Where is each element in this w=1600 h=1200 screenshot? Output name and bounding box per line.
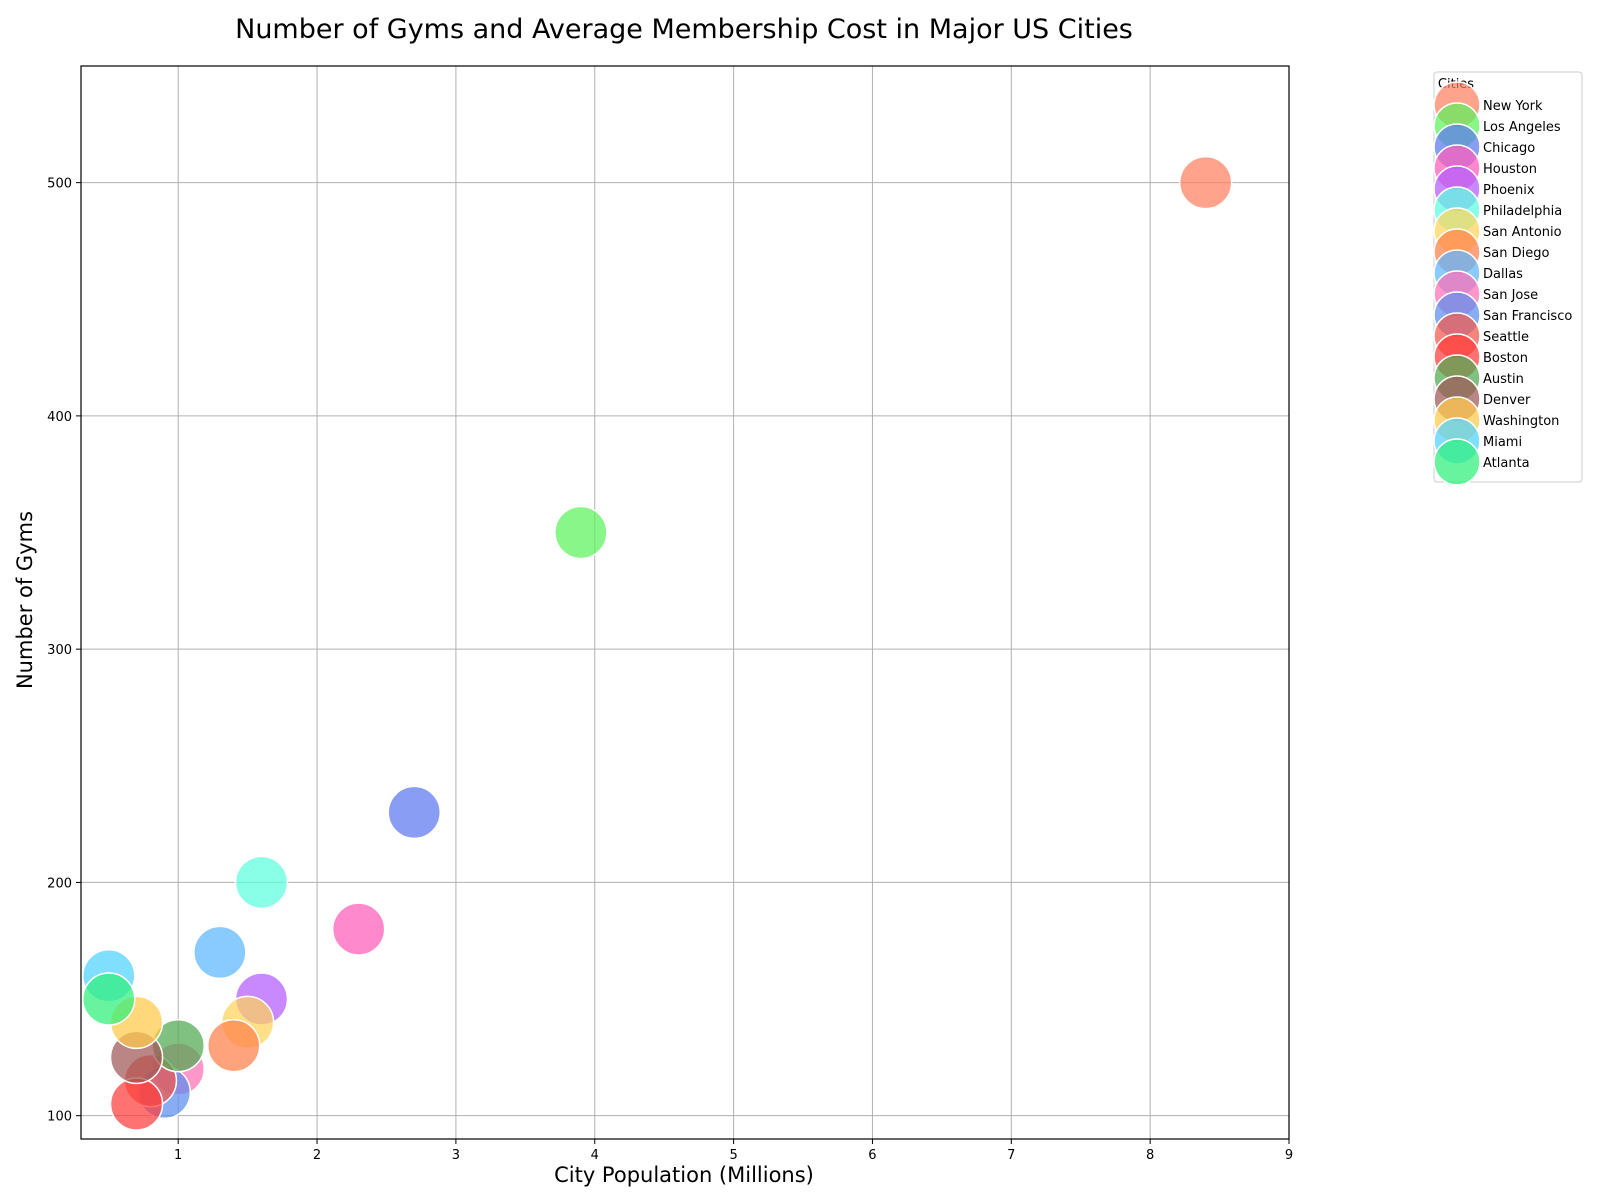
legend-label: Chicago [1483, 141, 1535, 156]
legend-label: Los Angeles [1483, 120, 1561, 135]
bubble-philadelphia [234, 855, 289, 910]
x-tick-label: 9 [1285, 1148, 1293, 1163]
x-tick-label: 6 [868, 1148, 876, 1163]
bubble-houston [331, 902, 386, 956]
y-tick-label: 400 [47, 410, 72, 425]
bubble-los-angeles [554, 505, 608, 560]
legend-label: San Francisco [1483, 309, 1572, 324]
x-tick-label: 8 [1146, 1148, 1154, 1163]
legend-items: New York Los Angeles Chicago Houston Phoenix… [1433, 81, 1572, 486]
bubble-chicago [387, 785, 441, 840]
y-tick-label: 100 [47, 1110, 72, 1125]
legend-label: San Antonio [1483, 225, 1562, 240]
legend-label: Washington [1483, 414, 1559, 429]
y-axis-label: Number of Gyms [13, 511, 37, 689]
x-tick-label: 2 [313, 1148, 321, 1163]
legend-label: Philadelphia [1483, 204, 1562, 219]
bubble-layer [82, 155, 1233, 1131]
y-axis-ticks: 100 200 300 400 500 [47, 177, 81, 1125]
x-tick-label: 3 [452, 1148, 460, 1163]
legend-label: Dallas [1483, 267, 1523, 282]
legend-label: Miami [1483, 435, 1522, 450]
legend-label: Houston [1483, 162, 1537, 177]
plot-area-frame [80, 65, 1290, 1140]
bubble-dallas [193, 925, 247, 980]
legend-label: Atlanta [1483, 456, 1530, 471]
legend-label: San Jose [1483, 288, 1538, 303]
legend-label: Denver [1483, 393, 1531, 408]
y-tick-label: 300 [47, 643, 72, 658]
y-tick-label: 500 [47, 177, 72, 192]
x-tick-label: 4 [591, 1148, 599, 1163]
bubble-atlanta [82, 972, 136, 1026]
legend-marker [1433, 438, 1481, 486]
legend-label: Seattle [1483, 330, 1529, 345]
x-axis-ticks: 1 2 3 4 5 6 7 8 9 [174, 1139, 1293, 1163]
x-tick-label: 5 [729, 1148, 737, 1163]
bubble-san-diego [206, 1018, 261, 1073]
legend-label: New York [1483, 99, 1543, 114]
bubble-boston [109, 1077, 164, 1131]
legend-label: Phoenix [1483, 183, 1535, 198]
bubble-new-york [1178, 155, 1233, 210]
x-axis-label: City Population (Millions) [554, 1163, 814, 1187]
x-tick-label: 1 [174, 1148, 182, 1163]
x-tick-label: 7 [1007, 1148, 1015, 1163]
chart-title: Number of Gyms and Average Membership Co… [235, 14, 1133, 45]
legend-label: Boston [1483, 351, 1528, 366]
legend-label: San Diego [1483, 246, 1549, 261]
y-tick-label: 200 [47, 876, 72, 891]
legend-label: Austin [1483, 372, 1524, 387]
